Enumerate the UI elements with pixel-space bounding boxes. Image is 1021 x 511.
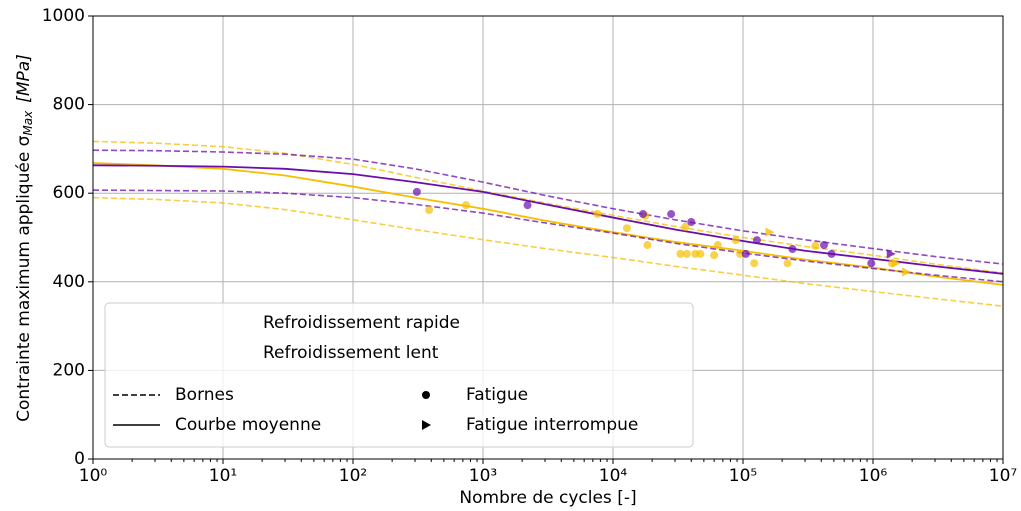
fatigue-point bbox=[741, 249, 750, 258]
fatigue-point bbox=[687, 217, 696, 226]
y-tick-label: 1000 bbox=[42, 6, 85, 26]
interrupted-point bbox=[886, 249, 896, 259]
x-tick-label: 10⁷ bbox=[989, 466, 1018, 486]
fatigue-point bbox=[593, 210, 602, 219]
fatigue-point bbox=[713, 241, 722, 250]
y-tick-label: 200 bbox=[53, 360, 85, 380]
fatigue-point bbox=[425, 206, 434, 215]
legend-entry: Bornes bbox=[175, 385, 234, 405]
x-tick-label: 10⁰ bbox=[79, 466, 108, 486]
y-label-text: Contrainte maximum appliquée σ bbox=[14, 135, 34, 422]
y-label-sub: Max bbox=[21, 110, 35, 136]
fatigue-point bbox=[643, 241, 652, 250]
y-axis-label: Contrainte maximum appliquée σMax [MPa] bbox=[14, 54, 35, 422]
y-tick-label: 800 bbox=[53, 95, 85, 115]
x-tick-label: 10⁵ bbox=[729, 466, 757, 486]
fatigue-point bbox=[710, 251, 719, 260]
x-tick-label: 10³ bbox=[469, 466, 497, 486]
fatigue-point bbox=[827, 249, 836, 258]
y-label-unit: [MPa] bbox=[14, 54, 34, 103]
y-tick-label: 400 bbox=[53, 272, 85, 292]
x-tick-label: 10¹ bbox=[209, 466, 237, 486]
legend-entry: Courbe moyenne bbox=[175, 415, 321, 435]
fatigue-point bbox=[523, 201, 532, 210]
fatigue-point bbox=[682, 249, 691, 258]
legend-group: Refroidissement lent bbox=[263, 343, 439, 363]
y-tick-label: 0 bbox=[74, 449, 85, 469]
fatigue-point bbox=[638, 210, 647, 219]
bound-curve bbox=[92, 196, 1004, 307]
fatigue-point bbox=[731, 236, 740, 245]
x-tick-label: 10⁶ bbox=[859, 466, 888, 486]
bound-curve bbox=[92, 189, 1004, 283]
legend: Refroidissement rapide Refroidissement l… bbox=[104, 302, 694, 448]
fatigue-point bbox=[820, 241, 829, 250]
legend-entry: Fatigue bbox=[466, 385, 528, 405]
fatigue-point bbox=[667, 210, 676, 219]
fatigue-point bbox=[696, 249, 705, 258]
plot-frame bbox=[92, 15, 1004, 460]
fatigue-point bbox=[783, 259, 792, 268]
mean-curve bbox=[92, 164, 1004, 275]
x-tick-label: 10² bbox=[339, 466, 367, 486]
fatigue-point bbox=[681, 222, 690, 231]
fatigue-point bbox=[752, 236, 761, 245]
mean-curve bbox=[92, 162, 1004, 286]
bound-curve bbox=[92, 149, 1004, 265]
legend-box bbox=[104, 302, 694, 448]
fatigue-point bbox=[622, 224, 631, 233]
fatigue-point bbox=[462, 201, 471, 210]
fatigue-point bbox=[676, 249, 685, 258]
fatigue-point bbox=[788, 245, 797, 254]
bound-curve bbox=[92, 140, 1004, 274]
interrupted-point bbox=[765, 227, 775, 237]
legend-dot-sample bbox=[422, 391, 430, 399]
fatigue-point bbox=[736, 249, 745, 258]
legend-group: Refroidissement rapide bbox=[263, 313, 460, 333]
fatigue-point bbox=[811, 241, 820, 250]
interrupted-point bbox=[902, 267, 912, 277]
plot-area: 0 200 400 600 800 1000 10⁰ 10¹ 10² 10³ 10⁴ 10⁵ 10⁶ 10… bbox=[42, 6, 1018, 486]
fatigue-point bbox=[750, 259, 759, 268]
interrupted-point bbox=[891, 258, 901, 268]
legend-entry: Fatigue interrompue bbox=[466, 415, 638, 435]
fatigue-point bbox=[412, 187, 421, 196]
legend-triangle-sample bbox=[422, 420, 431, 430]
fatigue-point bbox=[867, 259, 876, 268]
x-axis-label: Nombre de cycles [-] bbox=[459, 488, 636, 508]
y-tick-label: 600 bbox=[53, 183, 85, 203]
x-tick-label: 10⁴ bbox=[599, 466, 628, 486]
